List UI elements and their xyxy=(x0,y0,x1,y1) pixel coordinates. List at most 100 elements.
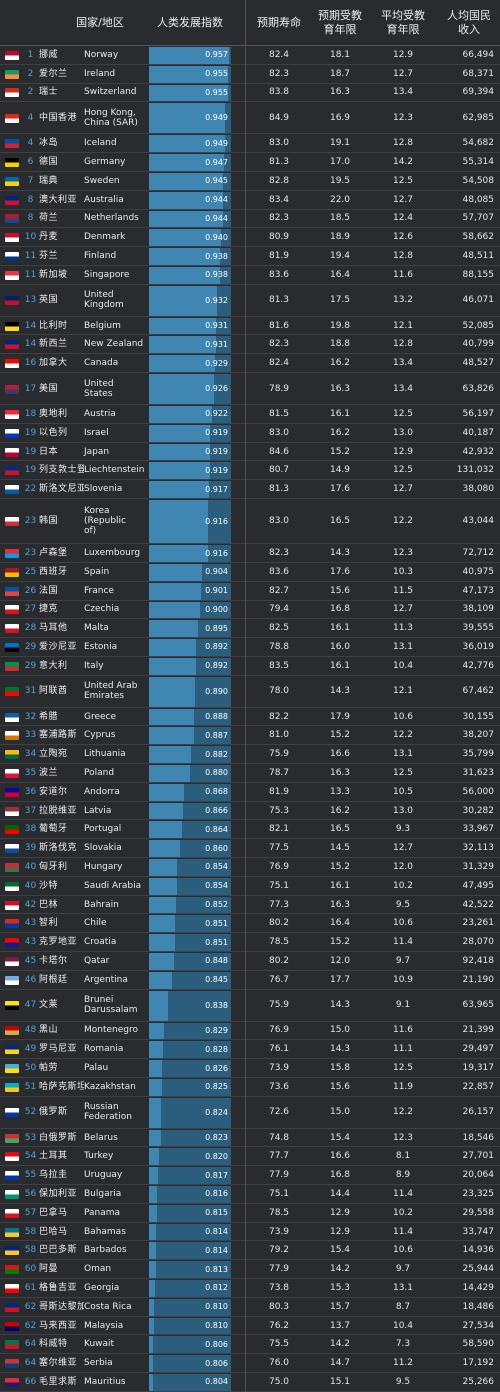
expected-years: 13.7 xyxy=(329,1320,351,1331)
life-expectancy: 82.3 xyxy=(268,339,290,350)
life-expectancy: 73.9 xyxy=(268,1226,290,1237)
hdi-value: 0.854 xyxy=(205,862,228,872)
rank: 22 xyxy=(24,484,37,495)
expected-years: 14.2 xyxy=(329,1264,351,1275)
hdi-bar: 0.892 xyxy=(149,639,231,656)
hdi-bar-fill xyxy=(149,1374,154,1391)
table-row: 29 爱沙尼亚 Estonia 0.892 78.8 16.0 13.1 36,019 xyxy=(0,638,500,657)
flag-icon xyxy=(5,1001,19,1011)
mean-years: 13.0 xyxy=(392,805,414,816)
country-en-line: Denmark xyxy=(84,232,126,243)
life-expectancy: 78.0 xyxy=(268,686,290,697)
expected-years: 16.4 xyxy=(329,269,351,280)
life-expectancy: 80.3 xyxy=(268,1301,290,1312)
hdi-bar: 0.826 xyxy=(149,1060,231,1077)
life-expectancy: 81.5 xyxy=(268,408,290,419)
country-cn: 文莱 xyxy=(39,1000,59,1011)
life-expectancy: 76.2 xyxy=(268,1320,290,1331)
country-cn: 以色列 xyxy=(39,427,68,438)
table-row: 4 冰岛 Iceland 0.949 83.0 19.1 12.8 54,682 xyxy=(0,134,500,154)
rank: 7 xyxy=(27,175,34,186)
hdi-bar: 0.940 xyxy=(149,229,231,247)
gni-per-capita: 27,701 xyxy=(462,1151,495,1162)
expected-years: 16.8 xyxy=(329,604,351,615)
flag-icon xyxy=(5,1133,19,1143)
table-row: 39 斯洛伐克 Slovakia 0.860 77.5 14.5 12.7 32,113 xyxy=(0,839,500,859)
mean-years: 12.4 xyxy=(392,213,414,224)
country-cn: 瑞士 xyxy=(39,87,59,98)
rank: 4 xyxy=(27,112,34,123)
life-expectancy: 75.0 xyxy=(268,1376,290,1387)
hdi-bar-fill xyxy=(149,934,176,951)
gni-per-capita: 32,113 xyxy=(462,843,495,854)
mean-years: 12.5 xyxy=(392,1063,414,1074)
flag-icon xyxy=(5,919,19,929)
hdi-value: 0.944 xyxy=(205,213,228,223)
mean-years: 9.7 xyxy=(395,955,411,966)
hdi-value: 0.892 xyxy=(205,661,228,671)
gni-per-capita: 58,590 xyxy=(462,1339,495,1350)
mean-years: 13.4 xyxy=(392,358,414,369)
country-en: Argentina xyxy=(84,971,146,989)
flag-icon xyxy=(5,233,19,243)
hdi-bar: 0.901 xyxy=(149,582,231,600)
mean-years: 12.9 xyxy=(392,446,414,457)
table-row: 14 比利时 Belgium 0.931 81.6 19.8 12.1 52,085 xyxy=(0,317,500,336)
country-cn: 匈牙利 xyxy=(39,861,68,872)
mean-years: 10.5 xyxy=(392,786,414,797)
life-expectancy: 82.4 xyxy=(268,358,290,369)
rank: 4 xyxy=(27,138,34,149)
hdi-value: 0.854 xyxy=(205,881,228,891)
hdi-bar-fill xyxy=(149,727,194,745)
life-expectancy: 83.6 xyxy=(268,566,290,577)
flag-icon xyxy=(5,1208,19,1218)
hdi-bar-fill xyxy=(149,783,184,801)
hdi-bar-fill xyxy=(149,406,212,423)
table-row: 8 荷兰 Netherlands 0.944 82.3 18.5 12.4 57,707 xyxy=(0,210,500,229)
gni-per-capita: 25,266 xyxy=(462,1376,495,1387)
hdi-bar: 0.829 xyxy=(149,1022,231,1040)
hdi-bar: 0.813 xyxy=(149,1261,231,1279)
mean-years: 13.1 xyxy=(392,749,414,760)
flag-icon xyxy=(5,176,19,186)
life-expectancy: 82.7 xyxy=(268,585,290,596)
country-en-line: Turkey xyxy=(84,1151,114,1162)
table-row: 60 阿曼 Oman 0.813 77.9 14.2 9.7 25,944 xyxy=(0,1260,500,1280)
rank: 27 xyxy=(24,604,37,615)
table-row: 40 匈牙利 Hungary 0.854 76.9 15.2 12.0 31,329 xyxy=(0,858,500,877)
country-en-line: Spain xyxy=(84,566,110,577)
life-expectancy: 82.8 xyxy=(268,175,290,186)
country-cn: 中国香港 xyxy=(39,112,78,123)
country-en: Austria xyxy=(84,405,146,423)
country-cn: 比利时 xyxy=(39,320,68,331)
flag-icon xyxy=(5,712,19,722)
country-en-line: New Zealand xyxy=(84,339,144,350)
life-expectancy: 83.4 xyxy=(268,194,290,205)
hdi-bar: 0.919 xyxy=(149,424,231,442)
life-expectancy: 81.0 xyxy=(268,730,290,741)
hdi-value: 0.931 xyxy=(205,339,228,349)
mean-years: 11.6 xyxy=(392,1025,414,1036)
country-en-line: Barbados xyxy=(84,1245,127,1256)
country-en-line: Germany xyxy=(84,157,126,168)
life-expectancy: 76.9 xyxy=(268,1025,290,1036)
gni-per-capita: 21,399 xyxy=(462,1025,495,1036)
life-expectancy: 80.2 xyxy=(268,918,290,929)
gni-per-capita: 92,418 xyxy=(462,955,495,966)
hdi-value: 0.851 xyxy=(205,937,228,947)
country-cn: 英国 xyxy=(39,295,59,306)
flag-icon xyxy=(5,567,19,577)
country-en-line: (Republic xyxy=(84,516,126,527)
column-divider xyxy=(245,0,246,1392)
table-row: 10 丹麦 Denmark 0.940 80.9 18.9 12.6 58,662 xyxy=(0,228,500,248)
country-en-line: Montenegro xyxy=(84,1025,139,1036)
gni-per-capita: 40,799 xyxy=(462,339,495,350)
hdi-bar-fill xyxy=(149,1078,162,1096)
country-en-line: Croatia xyxy=(84,937,117,948)
gni-per-capita: 88,155 xyxy=(462,269,495,280)
expected-years: 15.0 xyxy=(329,1025,351,1036)
table-row: 29 意大利 Italy 0.892 83.5 16.1 10.4 42,776 xyxy=(0,657,500,676)
hdi-bar-fill xyxy=(149,65,229,83)
hdi-bar: 0.938 xyxy=(149,266,231,284)
header-hdi: 人类发展指数 xyxy=(157,15,223,29)
